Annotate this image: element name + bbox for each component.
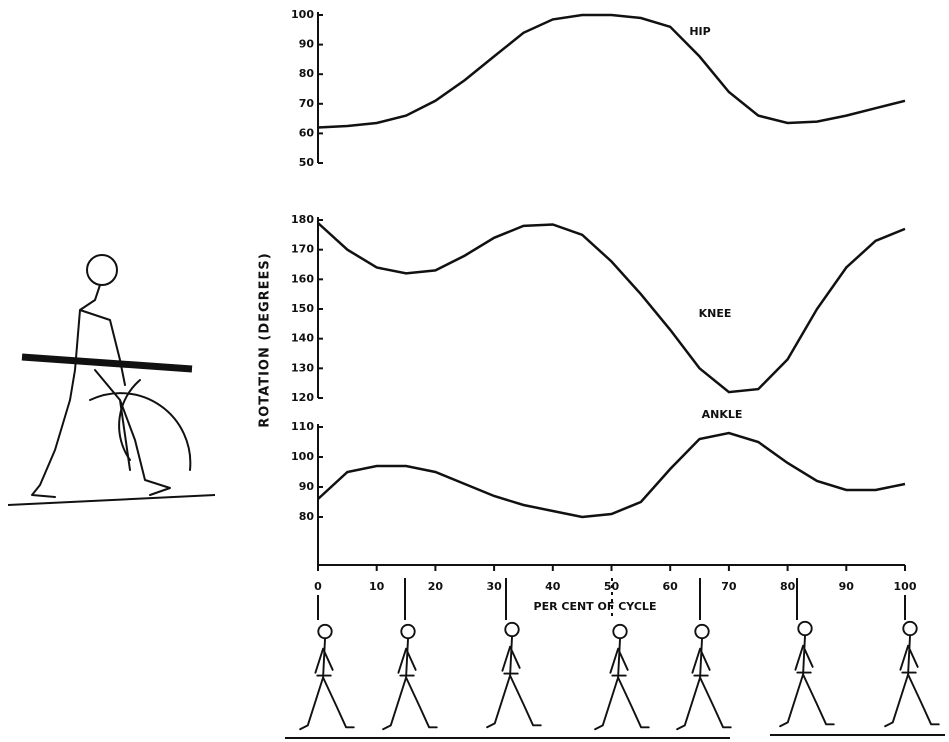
y-tick-label: 110 [291, 420, 314, 433]
walker-illustration [8, 255, 215, 505]
y-tick-label: 70 [299, 97, 315, 110]
phase-figure [383, 625, 437, 729]
phase-figure [300, 625, 354, 729]
phase-figure [595, 625, 649, 729]
x-tick-label: 100 [894, 580, 917, 593]
y-tick-label: 100 [291, 8, 314, 21]
y-tick-label: 180 [291, 213, 314, 226]
phase-figure [780, 622, 834, 726]
phase-figures [300, 622, 939, 729]
series-label: ANKLE [702, 408, 743, 421]
x-tick-label: 0 [314, 580, 322, 593]
phase-figure [885, 622, 939, 726]
y-tick-label: 130 [291, 361, 314, 374]
x-tick-label: 80 [780, 580, 796, 593]
line [318, 433, 905, 517]
y-tick-label: 90 [299, 480, 315, 493]
x-axis-label: PER CENT OF CYCLE [534, 600, 657, 613]
phase-figure [487, 623, 541, 727]
y-tick-label: 80 [299, 510, 315, 523]
y-tick-label: 150 [291, 302, 314, 315]
y-tick-label: 120 [291, 391, 314, 404]
y-axis-label: ROTATION (DEGREES) [258, 252, 273, 428]
y-tick-label: 160 [291, 272, 314, 285]
y-tick-label: 140 [291, 332, 314, 345]
x-tick-label: 70 [721, 580, 737, 593]
y-tick-label: 60 [299, 126, 315, 139]
y-tick-label: 90 [299, 38, 315, 51]
y-tick-label: 50 [299, 156, 315, 169]
y-tick-label: 170 [291, 243, 314, 256]
x-tick-label: 90 [839, 580, 855, 593]
phase-figure [677, 625, 731, 729]
figure: 5060708090100HIP120130140150160170180ROT… [0, 0, 949, 742]
y-tick-label: 80 [299, 67, 315, 80]
x-tick-label: 40 [545, 580, 561, 593]
series-label: HIP [689, 25, 710, 38]
x-tick-label: 30 [486, 580, 502, 593]
y-tick-label: 100 [291, 450, 314, 463]
x-tick-label: 10 [369, 580, 385, 593]
series-label: KNEE [699, 307, 732, 320]
line [318, 15, 905, 128]
x-tick-label: 50 [604, 580, 620, 593]
line [318, 223, 905, 392]
x-tick-label: 60 [663, 580, 679, 593]
x-tick-label: 20 [428, 580, 444, 593]
